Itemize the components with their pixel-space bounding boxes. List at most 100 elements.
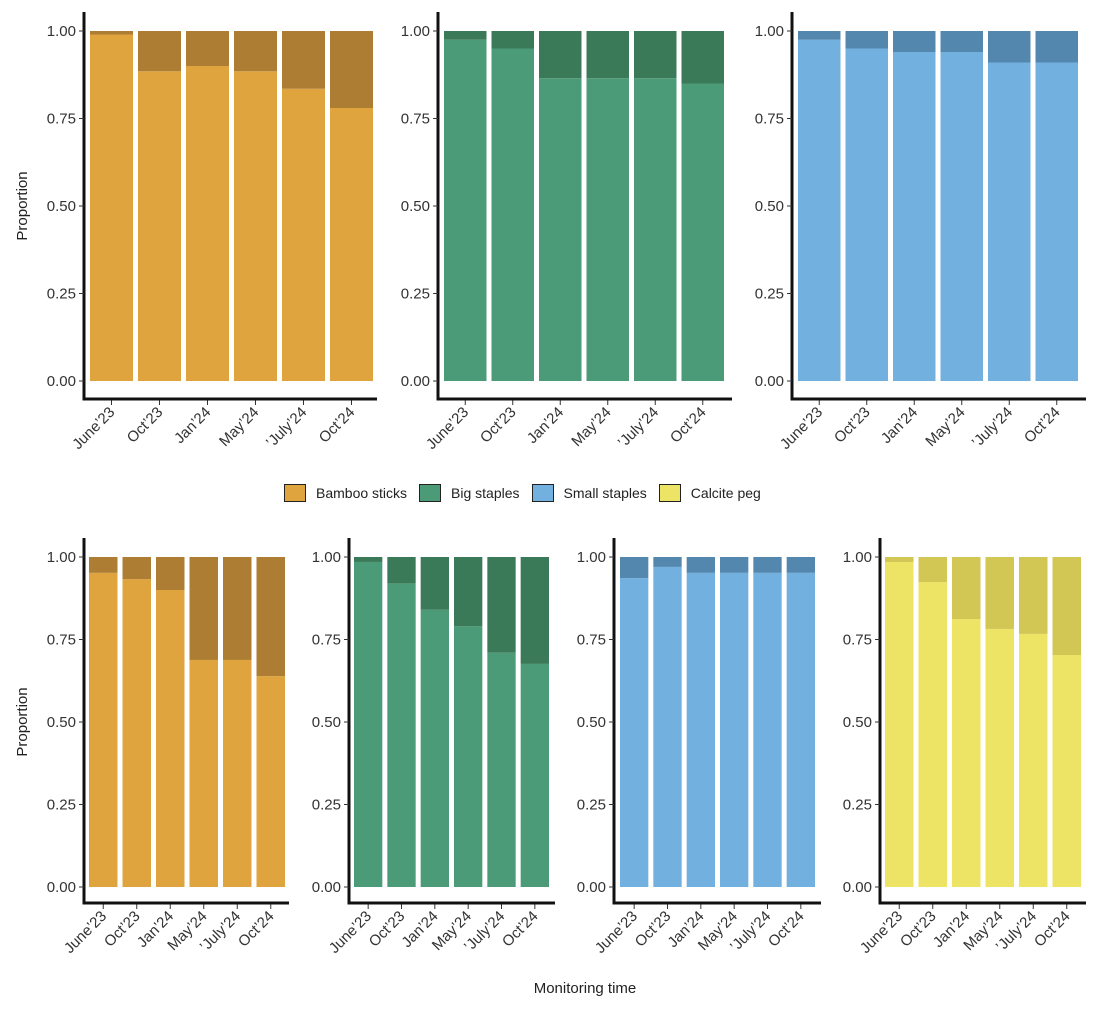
legend: Bamboo sticks Big staples Small staples … (284, 484, 773, 502)
bar-segment-lower (186, 66, 229, 381)
x-tick-label: May’24 (922, 404, 968, 450)
bar-segment-lower (952, 619, 981, 887)
y-tick-label: 0.25 (577, 797, 606, 814)
bar-segment-lower (885, 561, 914, 887)
y-axis-title: Proportion (14, 687, 31, 756)
y-tick-label: 0.75 (47, 632, 76, 649)
bar-segment-upper (487, 557, 516, 653)
bar-segment-lower (1019, 633, 1048, 887)
bar-segment-upper (952, 557, 981, 620)
bar-segment-upper (156, 557, 185, 590)
x-tick-label: ’July’24 (615, 404, 662, 451)
y-tick-label: 0.50 (755, 198, 784, 215)
bar-segment-upper (620, 557, 649, 579)
y-tick-label: 0.75 (401, 111, 430, 128)
bar-segment-lower (454, 626, 483, 887)
bar-segment-lower (686, 572, 715, 887)
legend-swatch-bamboo-sticks (284, 484, 306, 502)
x-tick-label: Oct’24 (499, 908, 542, 951)
bar-segment-lower (1035, 62, 1078, 381)
y-tick-label: 0.00 (577, 879, 606, 896)
bar-segment-lower (940, 52, 983, 381)
y-tick-label: 1.00 (47, 549, 76, 566)
y-tick-label: 1.00 (755, 23, 784, 40)
x-tick-label: Oct’23 (101, 908, 144, 951)
bar-segment-lower (234, 71, 277, 381)
bar-segment-upper (798, 31, 841, 40)
bar-segment-lower (90, 34, 133, 381)
legend-swatch-big-staples (419, 484, 442, 502)
y-tick-label: 0.75 (47, 111, 76, 128)
bar-segment-lower (753, 572, 782, 887)
y-tick-label: 0.00 (47, 373, 76, 390)
bar-segment-lower (586, 78, 629, 381)
bar-segment-lower (156, 590, 185, 887)
bar-segment-lower (985, 628, 1014, 887)
bar-segment-lower (918, 582, 947, 887)
bar-segment-upper (420, 557, 449, 610)
y-tick-label: 0.50 (843, 714, 872, 731)
x-tick-label: ’July’24 (969, 404, 1016, 451)
y-tick-label: 1.00 (47, 23, 76, 40)
bar-segment-upper (354, 557, 383, 562)
bar-segment-upper (234, 31, 277, 72)
y-tick-label: 0.50 (47, 198, 76, 215)
y-tick-label: 0.50 (47, 714, 76, 731)
x-tick-label: Oct’24 (235, 908, 278, 951)
bar-segment-lower (1052, 655, 1081, 887)
x-tick-label: May’24 (568, 404, 614, 450)
legend-label: Bamboo sticks (316, 485, 408, 501)
bar-segment-upper (940, 31, 983, 52)
y-tick-label: 0.25 (47, 797, 76, 814)
bar-segment-lower (282, 88, 325, 381)
bar-segment-upper (90, 31, 133, 35)
bar-segment-upper (985, 557, 1014, 629)
bar-segment-upper (491, 31, 534, 49)
y-tick-label: 1.00 (577, 549, 606, 566)
bar-segment-lower (487, 652, 516, 887)
x-tick-label: Oct’23 (477, 404, 520, 447)
y-tick-label: 0.50 (577, 714, 606, 731)
bar-segment-upper (256, 557, 285, 677)
bar-segment-upper (845, 31, 888, 49)
x-tick-label: Oct’24 (316, 404, 359, 447)
y-tick-label: 0.00 (843, 879, 872, 896)
y-tick-label: 0.00 (755, 373, 784, 390)
legend-item-small-staples: Small staples (531, 484, 647, 502)
bar-segment-upper (189, 557, 218, 660)
legend-item-calcite-peg: Calcite peg (658, 484, 761, 502)
bar-segment-upper (122, 557, 151, 580)
y-tick-label: 0.00 (47, 879, 76, 896)
x-tick-label: ’July’24 (263, 404, 310, 451)
bar-segment-upper (1019, 557, 1048, 634)
y-tick-label: 0.50 (401, 198, 430, 215)
x-tick-label: Jan’24 (524, 404, 567, 447)
y-tick-label: 1.00 (312, 549, 341, 566)
bar-segment-lower (444, 39, 487, 381)
bar-segment-lower (491, 48, 534, 381)
bar-segment-upper (1035, 31, 1078, 63)
x-tick-label: June’23 (61, 908, 110, 957)
x-tick-label: June’23 (592, 908, 641, 957)
bar-segment-upper (885, 557, 914, 562)
bar-segment-upper (686, 557, 715, 573)
bar-segment-lower (620, 578, 649, 887)
y-tick-label: 0.25 (755, 286, 784, 303)
x-tick-label: Oct’23 (366, 908, 409, 951)
y-tick-label: 0.25 (312, 797, 341, 814)
bar-segment-upper (444, 31, 487, 40)
bar-segment-upper (387, 557, 416, 584)
y-tick-label: 0.75 (312, 632, 341, 649)
y-tick-label: 0.50 (312, 714, 341, 731)
bar-segment-lower (798, 39, 841, 381)
bar-segment-lower (988, 62, 1031, 381)
legend-item-big-staples: Big staples (419, 484, 520, 502)
bar-segment-lower (223, 659, 252, 887)
legend-label: Small staples (563, 485, 647, 501)
bar-segment-upper (918, 557, 947, 583)
bar-segment-lower (189, 659, 218, 887)
y-tick-label: 0.25 (47, 286, 76, 303)
x-tick-label: Oct’23 (632, 908, 675, 951)
bar-segment-upper (330, 31, 373, 108)
